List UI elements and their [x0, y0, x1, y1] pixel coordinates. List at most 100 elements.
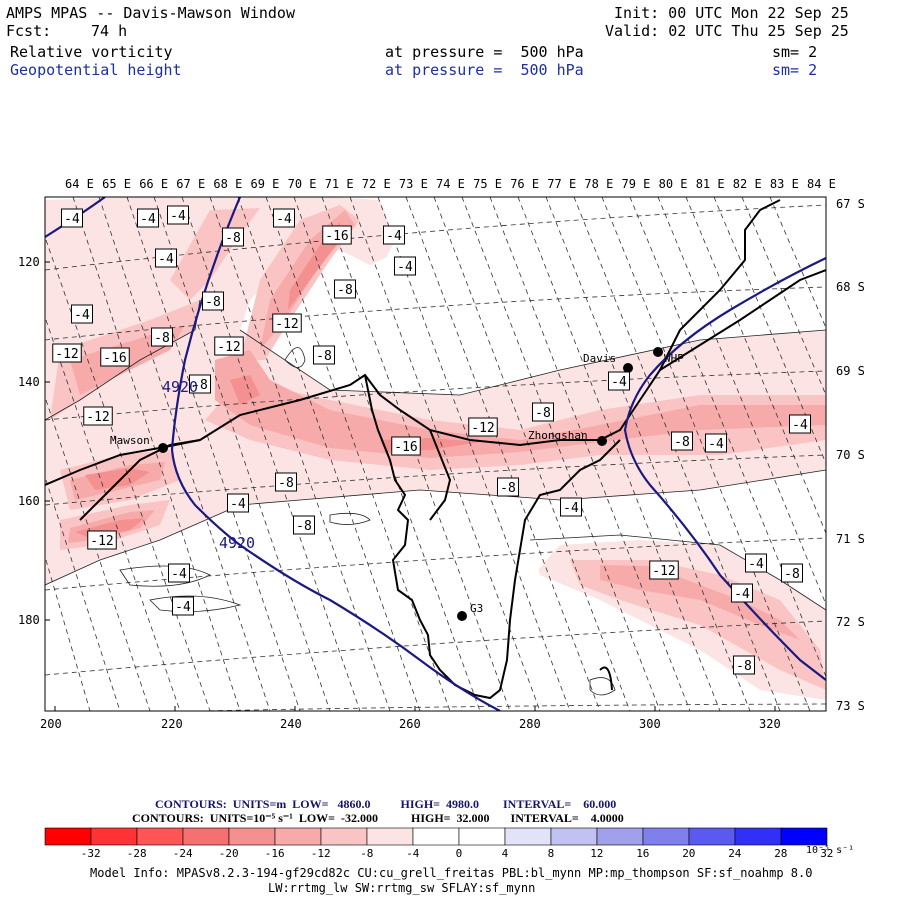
right-latitude-label: 73 S: [836, 699, 865, 713]
colorbar-swatch: [458, 827, 506, 846]
vorticity-label-box: [497, 477, 519, 497]
vorticity-label: -16: [325, 229, 348, 244]
vorticity-contours: [45, 299, 826, 696]
vorticity-label-box: [649, 560, 679, 580]
colorbar-tick: -32: [80, 847, 101, 860]
top-longitude-label: 65 E: [102, 177, 131, 191]
colorbar-tick: 20: [682, 847, 696, 860]
vorticity-label: -4: [386, 229, 402, 244]
colorbar-swatch: [44, 827, 92, 846]
colorbar-swatch: [366, 827, 414, 846]
colorbar-swatch: [504, 827, 552, 846]
station-label-mawson: Mawson: [110, 434, 150, 447]
colorbar-swatch: [780, 827, 828, 846]
right-latitude-label: 70 S: [836, 448, 865, 462]
station-dot-zhongshan: [597, 436, 607, 446]
vorticity-label: -8: [278, 476, 294, 491]
vorticity-label: -8: [500, 481, 516, 496]
station-dot-whp: [653, 347, 663, 357]
vorticity-label-box: [222, 227, 244, 247]
vorticity-label: -4: [175, 600, 191, 615]
height-label: 4920: [219, 534, 255, 552]
station-markers: [158, 347, 663, 621]
colorbar-tick: -16: [264, 847, 285, 860]
station-label-zhongshan: Zhongshan: [528, 429, 588, 442]
vorticity-contour-labels: -4 -4 -4 -4 -8 -16 -4 -4 -4 -8 -8 -4 -12 -8 -12 -12 -16 -…: [52, 205, 811, 675]
colorbar-swatch: [90, 827, 138, 846]
vorticity-label: -8: [205, 295, 221, 310]
model-info: Model Info: MPASv8.2.3-194-gf29cd82c CU:…: [90, 866, 813, 880]
vorticity-label-box: [671, 431, 693, 451]
vorticity-label-box: [151, 327, 173, 347]
colorbar: [44, 827, 828, 846]
vorticity-label-box: [391, 436, 421, 456]
top-longitude-label: 79 E: [621, 177, 651, 191]
colorbar-tick: -24: [172, 847, 193, 860]
colorbar-tick: -20: [218, 847, 239, 860]
colorbar-tick: -4: [406, 847, 420, 860]
vorticity-label-box: [731, 583, 753, 603]
vorticity-label-box: [781, 563, 803, 583]
colorbar-swatch: [412, 827, 460, 846]
colorbar-swatch: [596, 827, 644, 846]
height-contour-info: CONTOURS: UNITS=m LOW= 4860.0 HIGH= 4980…: [155, 797, 617, 811]
bottom-x-300: 300: [639, 717, 661, 731]
colorbar-tick: 28: [774, 847, 788, 860]
left-y-120: 120: [18, 255, 40, 269]
vorticity-label-box: [394, 256, 416, 276]
vorticity-label-box: [61, 208, 83, 228]
vorticity-label: -12: [652, 564, 675, 579]
top-longitude-label: 78 E: [584, 177, 614, 191]
right-latitude-label: 68 S: [836, 280, 865, 294]
valid-time: Valid: 02 UTC Thu 25 Sep 25: [605, 22, 849, 40]
right-latitude-label: 72 S: [836, 615, 865, 629]
vorticity-label: -8: [784, 567, 800, 582]
vorticity-label: -8: [316, 349, 332, 364]
colorbar-swatch: [320, 827, 368, 846]
colorbar-unit: 10⁻⁵ s⁻¹: [806, 845, 855, 856]
vorticity-label-box: [52, 343, 82, 363]
right-latitude-label: 69 S: [836, 364, 865, 378]
vorticity-label-box: [137, 208, 159, 228]
top-longitude-label: 82 E: [732, 177, 762, 191]
top-longitude-label: 74 E: [436, 177, 465, 191]
colorbar-swatch: [734, 827, 782, 846]
colorbar-tick: -28: [126, 847, 147, 860]
vorticity-label-box: [83, 406, 113, 426]
colorbar-swatch: [228, 827, 276, 846]
station-dot-mawson: [158, 443, 168, 453]
coastline: [45, 199, 826, 700]
top-longitude-label: 70 E: [287, 177, 317, 191]
left-y-140: 140: [18, 375, 40, 389]
vorticity-label: -4: [792, 418, 808, 433]
top-longitude-label: 77 E: [547, 177, 577, 191]
top-longitude-label: 64 E: [65, 177, 94, 191]
vorticity-label-box: [560, 497, 582, 517]
colorbar-swatch: [688, 827, 736, 846]
station-label-g3: G3: [470, 602, 484, 615]
station-label-whp: WHP: [664, 352, 684, 365]
vorticity-label: -8: [736, 659, 752, 674]
vorticity-label-box: [202, 291, 224, 311]
vorticity-label-box: [275, 472, 297, 492]
vorticity-label: -4: [708, 437, 724, 452]
map-title: AMPS MPAS -- Davis-Mawson Window: [6, 4, 295, 22]
top-longitude-label: 72 E: [361, 177, 391, 191]
field1-level: at pressure = 500 hPa: [385, 43, 584, 61]
height-contour-labels: 4920 4920: [162, 378, 255, 552]
vorticity-label: -4: [171, 567, 187, 582]
right-latitude-label: 67 S: [836, 197, 865, 211]
station-dot-davis: [623, 363, 633, 373]
colorbar-tick: 8: [547, 847, 555, 860]
vorticity-label-box: [745, 553, 767, 573]
vorticity-label: -4: [276, 212, 292, 227]
top-longitude-label: 73 E: [398, 177, 428, 191]
vorticity-label: -12: [471, 421, 494, 436]
map-frame: [44, 196, 827, 712]
colorbar-tick: 32: [820, 847, 834, 860]
colorbar-swatch: [642, 827, 690, 846]
vorticity-label-box: [172, 596, 194, 616]
station-dot-g3: [457, 611, 467, 621]
vorticity-label-box: [214, 336, 244, 356]
